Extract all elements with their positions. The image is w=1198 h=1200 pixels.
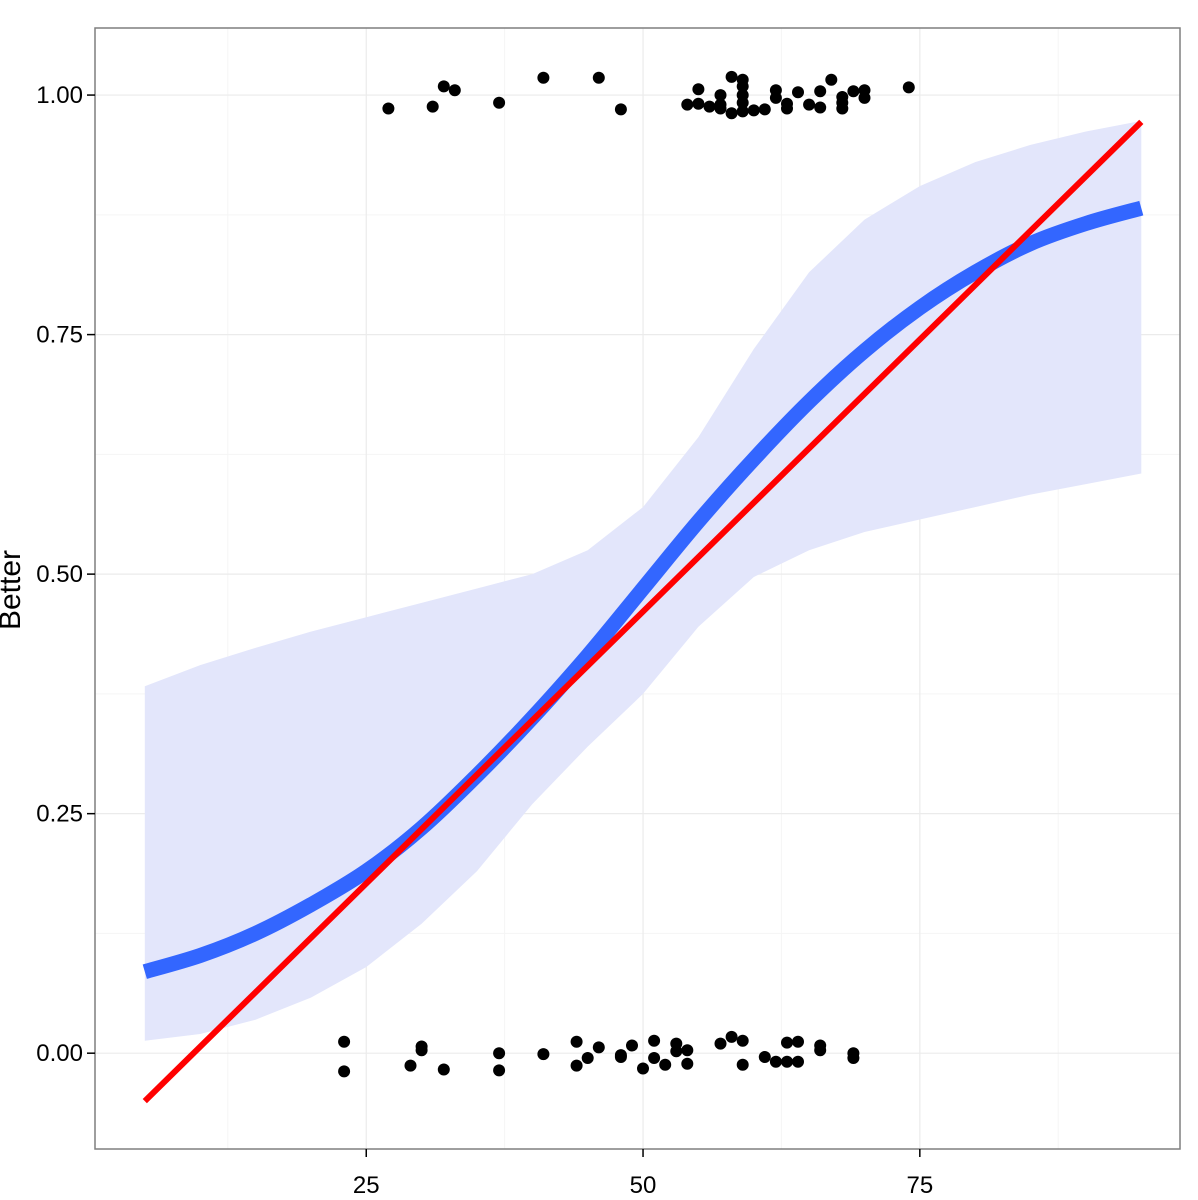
data-point	[338, 1065, 351, 1078]
data-point	[437, 80, 450, 93]
data-point	[592, 71, 605, 84]
data-point	[792, 1035, 804, 1048]
data-point	[570, 1059, 583, 1072]
y-tick-label: 1.00	[36, 82, 83, 109]
data-point	[570, 1035, 583, 1048]
data-point	[725, 107, 738, 120]
data-point	[648, 1034, 661, 1047]
data-point	[437, 1063, 450, 1076]
data-point	[415, 1044, 428, 1057]
data-point	[493, 1047, 506, 1060]
y-tick-label: 0.50	[36, 561, 83, 588]
y-tick-label: 0.75	[36, 322, 83, 349]
y-axis-title: Better	[0, 550, 27, 630]
data-point	[493, 96, 506, 109]
data-point	[493, 1064, 506, 1077]
data-point	[725, 70, 738, 83]
data-point	[758, 1051, 771, 1063]
data-point	[758, 103, 771, 116]
data-point	[338, 1035, 351, 1048]
data-point	[736, 1034, 749, 1047]
data-point	[637, 1062, 649, 1075]
data-point	[736, 105, 749, 118]
data-point	[670, 1037, 683, 1050]
data-point	[858, 84, 871, 97]
data-point	[614, 1049, 627, 1062]
data-point	[426, 100, 439, 113]
data-point	[736, 1058, 749, 1071]
data-point	[692, 97, 705, 110]
data-point	[769, 1055, 782, 1068]
data-point	[781, 97, 793, 110]
data-point	[781, 1055, 793, 1068]
data-point	[537, 1048, 550, 1061]
data-point	[681, 98, 694, 111]
data-point	[781, 1036, 793, 1049]
x-tick-label: 75	[906, 1172, 933, 1199]
data-point	[836, 91, 849, 103]
data-point	[714, 98, 727, 111]
data-point	[814, 1039, 827, 1052]
data-point	[681, 1044, 694, 1057]
data-point	[537, 71, 550, 84]
y-tick-label: 0.00	[36, 1040, 83, 1067]
data-point	[714, 89, 727, 102]
data-point	[703, 100, 716, 113]
x-tick-label: 25	[353, 1172, 380, 1199]
data-point	[769, 84, 782, 97]
data-point	[847, 85, 860, 98]
x-tick-label: 50	[630, 1172, 657, 1199]
data-point	[681, 1057, 694, 1070]
data-point	[659, 1058, 672, 1071]
logistic-fit-line	[142, 200, 1144, 979]
data-point	[448, 84, 461, 97]
data-point	[814, 85, 827, 98]
axes: 0.00 0.25 0.50 0.75 1.00 25 50 75	[36, 82, 933, 1199]
data-point	[404, 1059, 417, 1072]
y-tick-label: 0.25	[36, 801, 83, 828]
data-point	[847, 1047, 860, 1060]
data-point	[902, 81, 915, 94]
data-point	[382, 102, 395, 115]
data-point	[736, 73, 749, 86]
data-point	[825, 73, 838, 86]
data-point	[648, 1052, 661, 1064]
data-point	[736, 89, 749, 102]
data-point	[692, 83, 705, 96]
data-point	[581, 1052, 594, 1064]
linear-fit-line	[142, 119, 1144, 1104]
data-point	[714, 1037, 727, 1050]
data-point	[747, 104, 760, 117]
data-point	[626, 1039, 638, 1052]
data-point	[792, 1055, 804, 1068]
panel-border	[94, 27, 1181, 1150]
data-point	[803, 98, 816, 111]
data-point	[814, 101, 827, 114]
data-points	[338, 70, 915, 1078]
data-point	[592, 1041, 605, 1054]
data-point	[614, 103, 627, 116]
data-point	[792, 86, 804, 99]
data-point	[725, 1030, 738, 1043]
